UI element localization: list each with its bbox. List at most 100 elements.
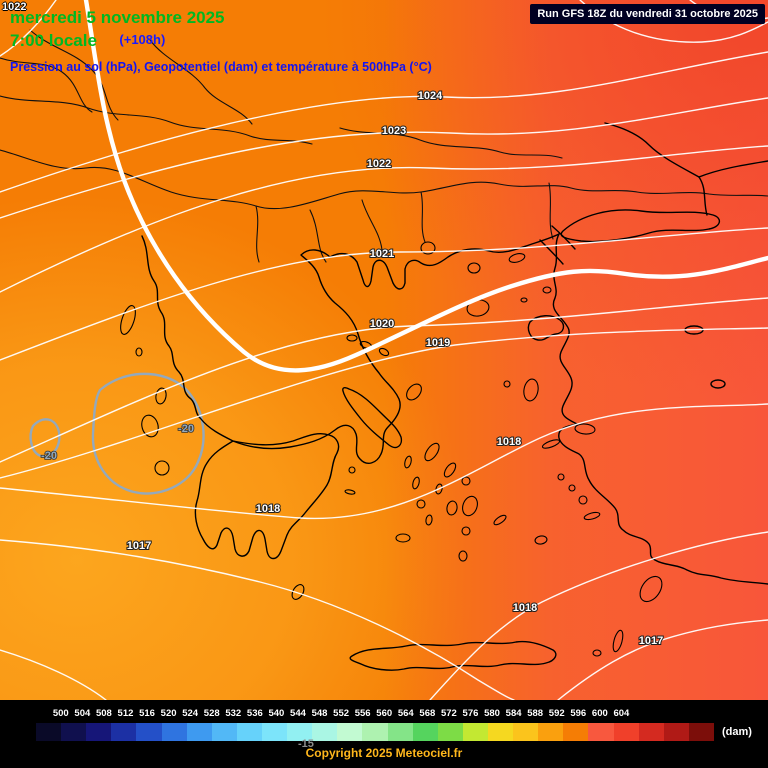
legend-color-segment (211, 723, 237, 741)
copyright-text: Copyright 2025 Meteociel.fr (305, 746, 463, 760)
legend-color-segment (462, 723, 488, 741)
isobar-labels: 1024 1023 1022 1021 1020 1019 1018 1018 … (126, 89, 664, 648)
legend-color-segment (638, 723, 664, 741)
island (467, 262, 481, 274)
island (578, 495, 588, 505)
island (344, 489, 356, 495)
island (461, 526, 471, 536)
isobar-line-1023 (0, 97, 768, 219)
coastlines (141, 122, 768, 671)
legend-value: 596 (570, 708, 587, 719)
legend-value: 552 (333, 708, 350, 719)
island (406, 383, 422, 401)
coastline-peloponnese (194, 432, 340, 560)
border-line (0, 149, 768, 210)
legend-value: 576 (462, 708, 479, 719)
island (523, 378, 539, 402)
legend-color-segment (437, 723, 463, 741)
legend-value: 604 (613, 708, 630, 719)
isobars (0, 0, 768, 700)
border-line (548, 182, 554, 240)
island (568, 484, 576, 492)
legend-value: 580 (484, 708, 500, 719)
island (446, 500, 458, 516)
map-subtitle: Pression au sol (hPa), Geopotentiel (dam… (10, 60, 432, 75)
island (612, 629, 624, 653)
legend-value: 536 (246, 708, 263, 719)
legend-color-segment (688, 723, 714, 741)
island (135, 347, 143, 357)
isobar-line-1019 (0, 327, 768, 479)
legend-value: 540 (268, 708, 285, 719)
temp-label: -20 (178, 423, 194, 435)
isobar-line-1022 (0, 145, 768, 293)
forecast-time: 7:00 locale (10, 31, 97, 51)
legend-value: 500 (52, 708, 69, 719)
forecast-time-row: 7:00 locale (+108h) (10, 31, 432, 51)
river-line (361, 199, 383, 251)
isobar-label: 1023 (382, 125, 406, 137)
island (534, 535, 548, 545)
island (141, 414, 159, 438)
legend-color-segment (36, 723, 62, 741)
legend-color-segment (186, 723, 212, 741)
legend-color-segment (387, 723, 413, 741)
coastline-crete (349, 640, 557, 671)
legend-value: 564 (397, 708, 414, 719)
river-line (149, 39, 253, 125)
isobar-label: 1019 (426, 337, 450, 349)
isobar-line-1021 (0, 227, 768, 361)
temp-label: -20 (41, 450, 57, 462)
isobar-line-corner (0, 0, 57, 57)
thick-geopotential-line (83, 0, 768, 373)
legend-color-segment (86, 723, 112, 741)
temp-contour (91, 372, 205, 495)
river-line (0, 57, 93, 113)
isobar-line-bottomleft (0, 649, 107, 700)
legend-value: 508 (95, 708, 112, 719)
legend-color-segment (487, 723, 514, 741)
coastline-west-greece (141, 235, 401, 464)
island (412, 476, 420, 490)
temp-contours-minus20 (29, 372, 205, 495)
legend-value: 528 (203, 708, 220, 719)
legend-color-segment (613, 723, 639, 741)
island (503, 380, 511, 388)
isobar-label: 1018 (513, 602, 537, 614)
legend-color-segment (111, 723, 137, 741)
legend-color-segment (362, 723, 388, 741)
border-river-lines (0, 29, 768, 263)
isobar-line-1020 (0, 297, 768, 463)
run-info-box: Run GFS 18Z du vendredi 31 octobre 2025 (530, 4, 765, 24)
legend-color-segment (261, 723, 288, 741)
coastline-turkey-west (552, 233, 768, 585)
legend-value: 516 (139, 708, 155, 719)
legend-values-row: 500 504 508 512 516 520 524 528 532 536 540 544 548 5… (50, 708, 632, 719)
isobar-label: 1017 (127, 540, 151, 552)
coastline-blacksea (698, 160, 768, 178)
island (557, 473, 565, 481)
island (541, 439, 561, 449)
legend-value: 556 (354, 708, 371, 719)
map-header: mercredi 5 novembre 2025 7:00 locale (+1… (10, 8, 432, 74)
forecast-date: mercredi 5 novembre 2025 (10, 8, 225, 27)
legend-color-bar (36, 723, 714, 741)
island (493, 514, 507, 526)
island (508, 253, 526, 263)
legend-color-segment (287, 723, 313, 741)
isobar-label: 1024 (418, 90, 443, 102)
legend-value: 600 (591, 708, 608, 719)
legend-color-segment (513, 723, 539, 741)
river-line (29, 29, 119, 121)
isobar-label: 1022 (367, 158, 391, 170)
legend-value: 588 (527, 708, 544, 719)
border-line (255, 205, 260, 263)
legend-color-segment (337, 723, 363, 741)
coastline-bosphorus (698, 176, 708, 216)
legend-value: 568 (419, 708, 436, 719)
coastline-marmara (560, 209, 720, 243)
border-line (420, 191, 426, 243)
legend-value: 512 (117, 708, 134, 719)
legend-color-segment (563, 723, 589, 741)
